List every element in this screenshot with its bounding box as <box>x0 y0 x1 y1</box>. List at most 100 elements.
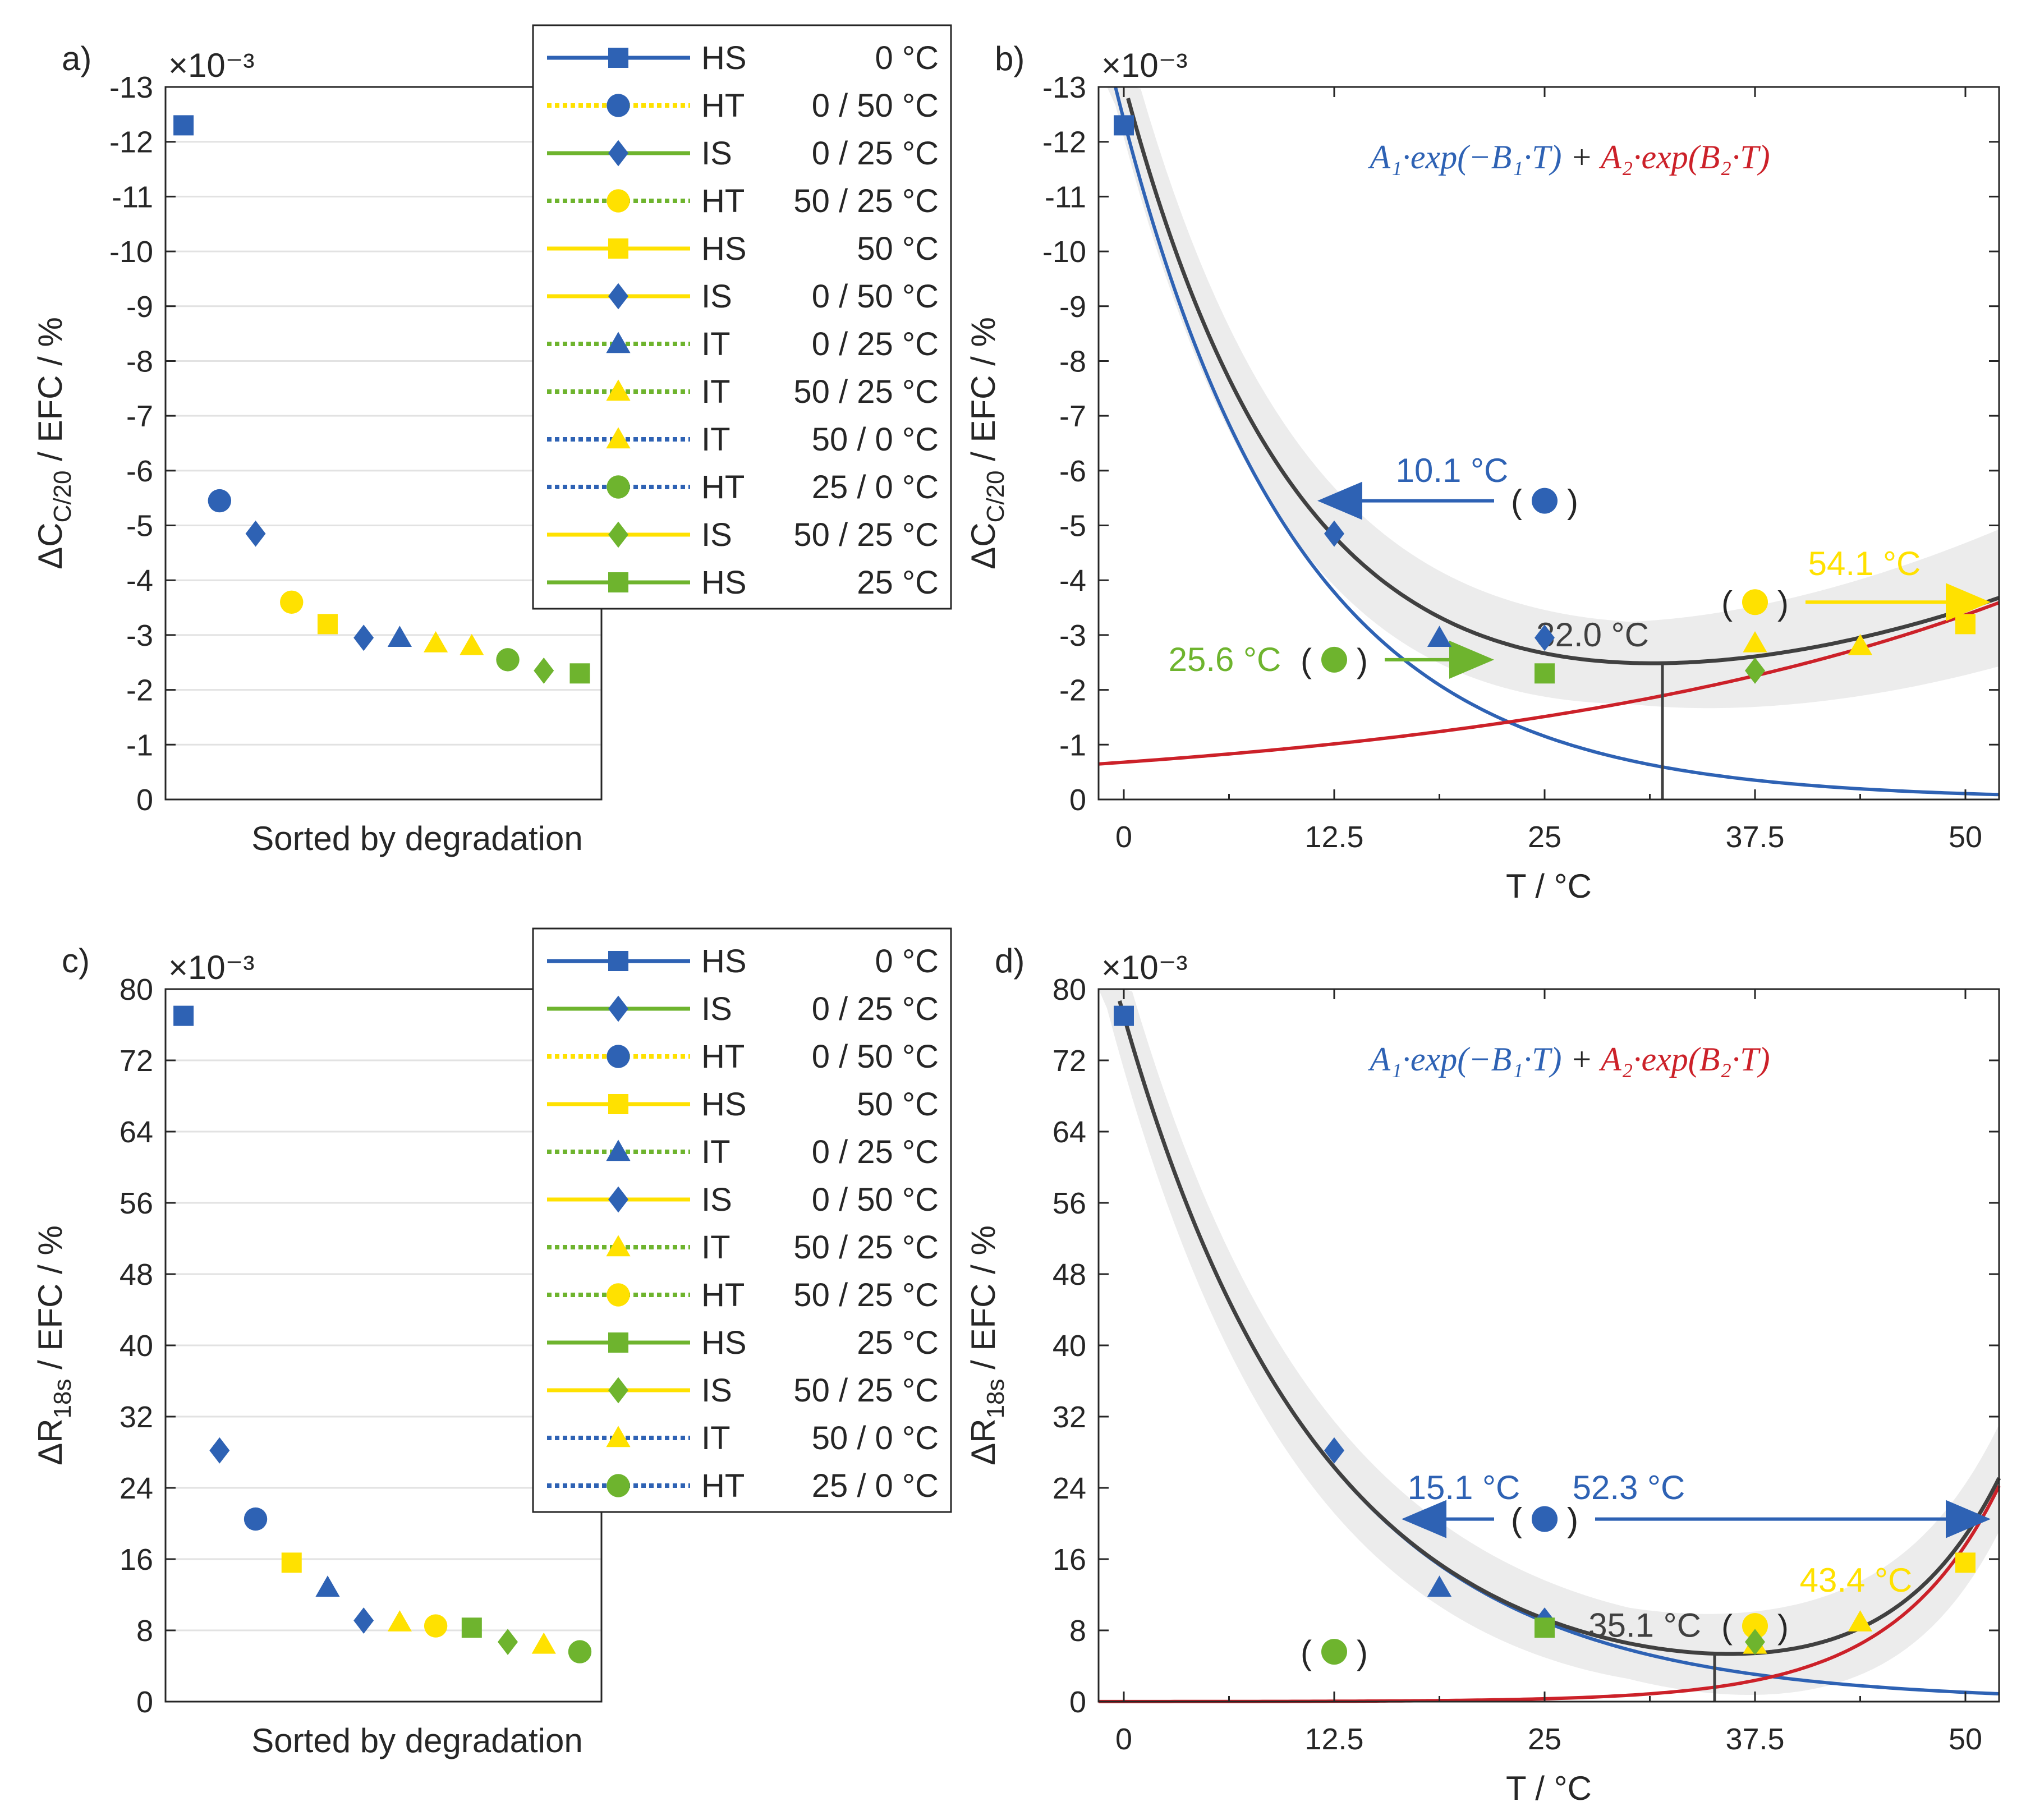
legend-temp: 50 / 25 °C <box>793 517 939 553</box>
excluded-paren-right: ) <box>1357 1634 1368 1671</box>
y-tick-label: -5 <box>126 509 153 543</box>
y-tick-label: -13 <box>109 71 153 104</box>
y-tick-label: -1 <box>126 728 153 762</box>
legend-temp: 0 / 50 °C <box>812 1038 939 1075</box>
y-tick-label: 8 <box>1069 1614 1086 1648</box>
shift-arrow-head <box>1317 481 1362 520</box>
legend-marker <box>607 1283 630 1307</box>
legend-name: IS <box>701 278 732 315</box>
y-tick-label: 80 <box>1053 973 1086 1006</box>
legend-marker <box>606 379 631 401</box>
y-tick-label: 16 <box>120 1543 153 1577</box>
legend-name: IT <box>701 1229 731 1266</box>
excluded-paren-right: ) <box>1567 483 1578 521</box>
y-tick-label: -8 <box>1059 344 1086 378</box>
minimum-label: 35.1 °C <box>1588 1607 1701 1644</box>
y-axis-label: ΔCC/20 / EFC / % <box>31 317 76 569</box>
legend-name: HT <box>701 88 745 124</box>
excluded-point <box>1532 488 1558 514</box>
data-point <box>460 633 484 655</box>
x-tick-label: 12.5 <box>1304 1722 1363 1756</box>
y-tick-label: -7 <box>1059 399 1086 433</box>
y-tick-label: -8 <box>126 344 153 378</box>
shift-label: 10.1 °C <box>1396 452 1509 489</box>
y-exponent: ×10⁻³ <box>168 47 254 84</box>
data-point <box>387 626 412 647</box>
legend-temp: 0 / 50 °C <box>812 88 939 124</box>
y-tick-label: 32 <box>1053 1400 1086 1434</box>
data-point <box>1745 658 1765 684</box>
y-tick-label: 16 <box>1053 1543 1086 1577</box>
excluded-point <box>1321 646 1347 673</box>
legend-name: IS <box>701 1372 732 1409</box>
y-tick-label: 24 <box>1053 1472 1086 1505</box>
legend-temp: 0 / 50 °C <box>812 1182 939 1218</box>
legend-temp: 50 / 25 °C <box>793 1372 939 1409</box>
data-point <box>498 1629 518 1656</box>
legend-marker <box>608 48 628 68</box>
y-tick-label: 24 <box>120 1472 153 1505</box>
y-tick-label: -2 <box>126 674 153 707</box>
fit-line-blue <box>1114 86 2000 797</box>
legend-marker <box>606 1139 631 1161</box>
legend-temp: 50 / 0 °C <box>812 1420 939 1456</box>
data-point <box>387 1610 412 1631</box>
x-tick-label: 25 <box>1528 1722 1561 1756</box>
legend-marker <box>608 1094 628 1114</box>
y-tick-label: 48 <box>120 1258 153 1292</box>
data-point <box>209 1437 230 1464</box>
shift-arrow-head <box>1946 1500 1991 1538</box>
legend-temp: 50 / 25 °C <box>793 1277 939 1313</box>
y-tick-label: 0 <box>136 783 153 817</box>
legend-marker <box>608 140 628 167</box>
axes-box <box>1097 86 2000 801</box>
data-point <box>1535 624 1555 651</box>
legend-name: HS <box>701 1086 747 1123</box>
legend-temp: 0 °C <box>875 943 939 980</box>
data-point <box>1114 1005 1134 1026</box>
legend-marker <box>607 189 630 213</box>
legend-name: IT <box>701 421 731 458</box>
y-tick-label: -7 <box>126 399 153 433</box>
y-tick-label: -10 <box>109 235 153 269</box>
x-tick-label: 12.5 <box>1304 820 1363 854</box>
data-point <box>173 115 194 136</box>
data-point <box>424 631 448 652</box>
x-tick-label: 37.5 <box>1725 820 1784 854</box>
data-point <box>353 624 374 651</box>
legend-name: IT <box>701 374 731 410</box>
panel-label: a) <box>62 40 91 77</box>
x-axis-label: Sorted by degradation <box>251 820 582 857</box>
legend-temp: 50 / 25 °C <box>793 374 939 410</box>
legend-temp: 50 / 0 °C <box>812 421 939 458</box>
y-tick-label: -9 <box>1059 290 1086 324</box>
panel-b: 0 -1 -2 -3 -4 -5 -6 -7 -8 -9 -10 -11 -12 -13 32.0 °C 0 1… <box>964 40 2000 905</box>
legend-name: IS <box>701 991 732 1027</box>
y-tick-label: -3 <box>1059 619 1086 652</box>
y-tick-label: -9 <box>126 290 153 324</box>
legend-name: HT <box>701 1038 745 1075</box>
y-tick-label: -2 <box>1059 674 1086 707</box>
legend-temp: 0 / 50 °C <box>812 278 939 315</box>
y-tick-label: 64 <box>1053 1115 1086 1149</box>
x-axis-label: T / °C <box>1506 867 1592 905</box>
legend-marker <box>607 475 630 499</box>
legend-marker <box>608 572 628 592</box>
x-tick-label: 0 <box>1115 1722 1132 1756</box>
legend-temp: 25 / 0 °C <box>812 1468 939 1504</box>
data-point <box>1743 631 1767 652</box>
data-point <box>1955 1552 1976 1573</box>
shift-label: 15.1 °C <box>1408 1469 1520 1506</box>
legend-name: HT <box>701 469 745 505</box>
legend-temp: 25 / 0 °C <box>812 469 939 505</box>
legend-marker <box>607 1474 630 1497</box>
data-point <box>1427 626 1452 647</box>
legend-name: HS <box>701 564 747 601</box>
data-point <box>461 1617 482 1638</box>
data-point <box>281 1552 302 1573</box>
legend-marker <box>607 94 630 117</box>
excluded-paren-right: ) <box>1357 642 1368 679</box>
legend-marker <box>607 1045 630 1068</box>
data-point <box>1324 1437 1344 1464</box>
